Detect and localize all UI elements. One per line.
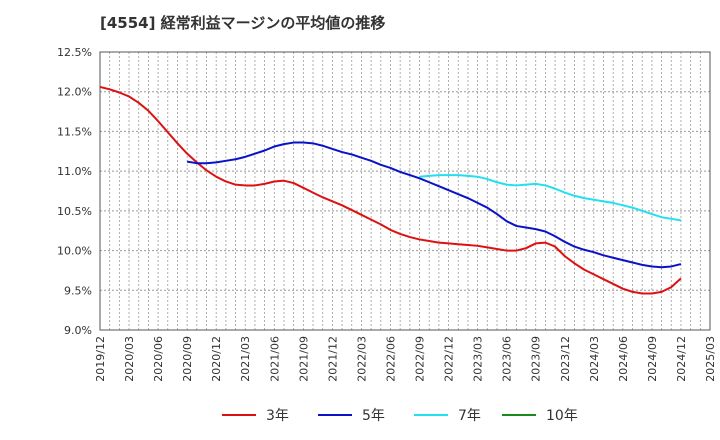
legend-label: 10年 [546,408,578,424]
axes [99,51,711,331]
x-tick-label: 2022/03 [355,336,368,382]
x-tick-label: 2020/12 [210,336,223,382]
x-tick-label: 2023/06 [501,336,514,382]
legend-item: 7年 [414,402,481,428]
legend-label: 3年 [266,408,289,424]
grid [99,51,711,331]
y-tick-label: 9.0% [64,324,92,337]
y-tick-label: 9.5% [64,284,92,297]
series-lines [99,85,682,295]
x-tick-label: 2020/03 [123,336,136,382]
y-tick-label: 12.5% [57,46,92,59]
x-tick-label: 2023/09 [530,336,543,382]
chart-title: [4554] 経常利益マージンの平均値の推移 [100,14,386,32]
x-tick-label: 2019/12 [94,336,107,382]
x-tick-label: 2022/06 [384,336,397,382]
legend-label: 5年 [362,408,385,424]
plot-frame [99,51,711,331]
x-tick-label: 2023/03 [472,336,485,382]
x-tick-label: 2024/06 [617,336,630,382]
x-tick-label: 2024/12 [675,336,688,382]
x-tick-label: 2021/09 [297,336,310,382]
legend: 3年 5年 7年 10年 [0,402,720,428]
x-tick-label: 2020/09 [181,336,194,382]
x-tick-label: 2021/12 [326,336,339,382]
legend-swatch [414,414,448,416]
x-tick-label: 2024/09 [646,336,659,382]
x-tick-label: 2021/03 [239,336,252,382]
legend-item: 10年 [502,402,578,428]
y-tick-label: 10.5% [57,205,92,218]
legend-item: 5年 [318,402,385,428]
x-tick-label: 2023/12 [559,336,572,382]
legend-item: 3年 [222,402,289,428]
y-axis-ticks: 9.0% 9.5% 10.0% 10.5% 11.0% 11.5% 12.0% 12.5% [57,46,92,337]
y-tick-label: 10.0% [57,245,92,258]
legend-swatch [502,414,536,416]
legend-label: 7年 [458,408,481,424]
series-line-5年 [186,141,682,269]
x-tick-label: 2020/06 [152,336,165,382]
x-axis-ticks: 2019/12 2020/03 2020/06 2020/09 2020/12 2021/… [94,336,717,382]
legend-swatch [222,414,256,416]
series-line-7年 [419,174,682,222]
x-tick-label: 2021/06 [268,336,281,382]
legend-swatch [318,414,352,416]
x-tick-label: 2022/09 [414,336,427,382]
x-tick-label: 2025/03 [704,336,717,382]
y-tick-label: 12.0% [57,86,92,99]
x-tick-label: 2024/03 [588,336,601,382]
y-tick-label: 11.0% [57,165,92,178]
y-tick-label: 11.5% [57,125,92,138]
x-tick-label: 2022/12 [443,336,456,382]
